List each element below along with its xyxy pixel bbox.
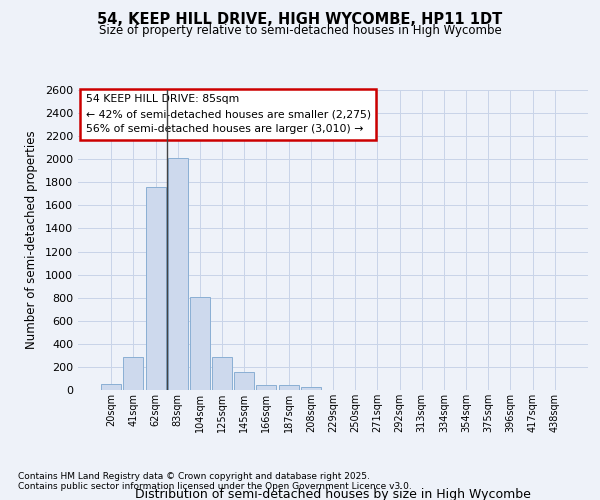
Text: 54 KEEP HILL DRIVE: 85sqm
← 42% of semi-detached houses are smaller (2,275)
56% : 54 KEEP HILL DRIVE: 85sqm ← 42% of semi-…	[86, 94, 371, 134]
Bar	[146, 187, 166, 390]
Bar	[278, 386, 299, 390]
Bar	[101, 384, 121, 390]
Bar	[212, 356, 232, 390]
Text: 54, KEEP HILL DRIVE, HIGH WYCOMBE, HP11 1DT: 54, KEEP HILL DRIVE, HIGH WYCOMBE, HP11 …	[97, 12, 503, 28]
X-axis label: Distribution of semi-detached houses by size in High Wycombe: Distribution of semi-detached houses by …	[135, 488, 531, 500]
Text: Contains public sector information licensed under the Open Government Licence v3: Contains public sector information licen…	[18, 482, 412, 491]
Bar	[190, 296, 210, 390]
Text: Contains HM Land Registry data © Crown copyright and database right 2025.: Contains HM Land Registry data © Crown c…	[18, 472, 370, 481]
Bar	[256, 386, 277, 390]
Text: Size of property relative to semi-detached houses in High Wycombe: Size of property relative to semi-detach…	[98, 24, 502, 37]
Bar	[124, 356, 143, 390]
Bar	[234, 372, 254, 390]
Bar	[168, 158, 188, 390]
Y-axis label: Number of semi-detached properties: Number of semi-detached properties	[25, 130, 38, 350]
Bar	[301, 387, 321, 390]
